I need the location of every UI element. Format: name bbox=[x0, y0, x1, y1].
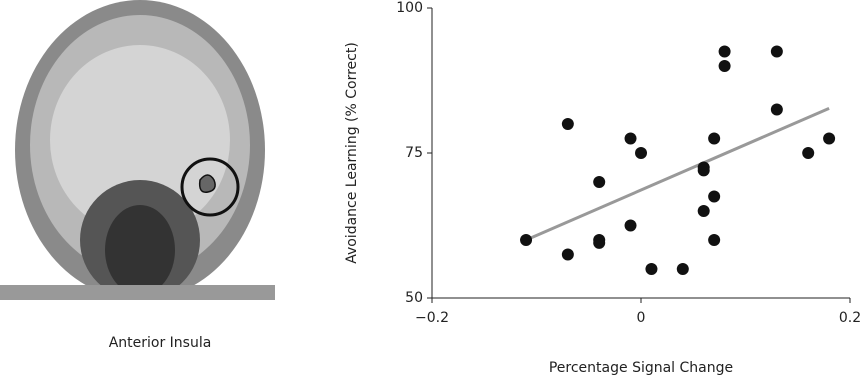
y-tick-label: 75 bbox=[405, 145, 423, 161]
data-point bbox=[593, 237, 605, 249]
data-point bbox=[708, 234, 720, 246]
data-point bbox=[520, 234, 532, 246]
figure: Anterior Insula Percentage Signal Change… bbox=[0, 0, 866, 383]
data-point bbox=[719, 60, 731, 72]
data-point bbox=[771, 104, 783, 116]
image-caption: Anterior Insula bbox=[109, 335, 212, 351]
data-point bbox=[698, 164, 710, 176]
x-axis-label: Percentage Signal Change bbox=[549, 360, 733, 376]
data-point bbox=[823, 133, 835, 145]
data-point bbox=[802, 147, 814, 159]
x-tick-label: −0.2 bbox=[415, 310, 449, 326]
data-point bbox=[625, 220, 637, 232]
data-point bbox=[708, 133, 720, 145]
y-tick-label: 50 bbox=[405, 290, 423, 306]
brain-image bbox=[0, 0, 275, 300]
y-axis-label: Avoidance Learning (% Correct) bbox=[344, 42, 360, 264]
data-point bbox=[562, 118, 574, 130]
data-point bbox=[635, 147, 647, 159]
data-point bbox=[677, 263, 689, 275]
data-point bbox=[593, 176, 605, 188]
y-tick-label: 100 bbox=[396, 0, 423, 16]
data-point bbox=[719, 46, 731, 58]
data-point bbox=[698, 205, 710, 217]
data-point bbox=[562, 249, 574, 261]
data-point bbox=[625, 133, 637, 145]
x-tick-label: 0.2 bbox=[839, 310, 861, 326]
data-point bbox=[771, 46, 783, 58]
data-point bbox=[708, 191, 720, 203]
data-point bbox=[645, 263, 657, 275]
x-tick-label: 0 bbox=[637, 310, 646, 326]
